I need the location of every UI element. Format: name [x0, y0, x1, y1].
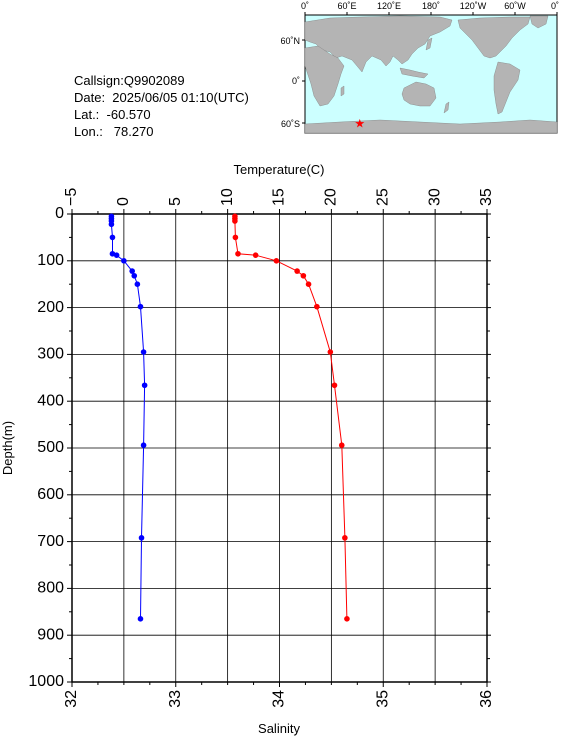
temperature-point — [300, 272, 307, 279]
salinity-point — [113, 252, 120, 258]
map-lat-label: 60˚S — [281, 119, 300, 129]
map-lon-label: 120˚W — [460, 1, 487, 11]
date-text: Date: 2025/06/05 01:10(UTC) — [74, 90, 249, 105]
salinity-point — [137, 616, 144, 622]
salinity-profile — [108, 213, 148, 622]
depth-tick-label: 600 — [37, 486, 64, 503]
salinity-point — [108, 213, 115, 220]
salinity-point — [108, 221, 115, 228]
salinity-tick-label: 36 — [478, 690, 495, 708]
temperature-axis-label: Temperature(C) — [233, 162, 324, 177]
depth-tick-label: 700 — [37, 533, 64, 550]
temperature-tick-label: 10 — [219, 188, 236, 206]
depth-tick-label: 300 — [37, 346, 64, 363]
depth-tick-label: 1000 — [28, 673, 64, 690]
depth-tick-label: 200 — [37, 299, 64, 316]
map-lon-label: 120˚E — [377, 1, 401, 11]
depth-tick-label: 400 — [37, 392, 64, 409]
callsign-text: Callsign:Q9902089 — [74, 73, 185, 88]
salinity-tick-label: 34 — [271, 690, 288, 708]
depth-ticks: 0 100 200 300 400 500 600 700 800 900 1000 — [28, 205, 491, 690]
temperature-tick-label: −5 — [63, 188, 80, 206]
temperature-point — [232, 213, 238, 220]
temperature-point — [305, 281, 312, 288]
temperature-line — [234, 216, 348, 619]
salinity-point — [140, 442, 147, 448]
temperature-point — [232, 218, 238, 224]
salinity-point — [140, 349, 147, 355]
salinity-point — [109, 250, 116, 257]
salinity-point — [131, 272, 138, 279]
chart-frame — [71, 213, 488, 683]
temperature-tick-label: 15 — [271, 188, 288, 206]
salinity-tick-label: 33 — [167, 690, 184, 708]
map-lon-labels: 0˚ 60˚E 120˚E 180˚ 120˚W 60˚W 0˚ — [301, 1, 559, 11]
temperature-point — [294, 268, 300, 274]
temperature-ticks: −5 0 5 10 15 20 25 30 35 — [63, 188, 495, 214]
map-land — [304, 15, 558, 134]
temperature-point — [338, 442, 345, 448]
map-lon-label: 60˚E — [337, 1, 356, 11]
temperature-point — [273, 258, 280, 264]
world-map: 0˚ 60˚E 120˚E 180˚ 120˚W 60˚W 0˚ 60˚N 0˚… — [280, 1, 559, 134]
chart-series — [108, 213, 350, 622]
depth-tick-label: 100 — [37, 252, 64, 269]
salinity-line — [110, 216, 146, 619]
salinity-axis-label: Salinity — [258, 721, 300, 736]
depth-tick-label: 0 — [55, 205, 64, 222]
temperature-point — [331, 382, 338, 389]
map-lon-label: 0˚ — [301, 1, 309, 11]
salinity-point — [138, 535, 145, 541]
map-lon-label: 180˚ — [422, 1, 440, 11]
temperature-tick-label: 20 — [323, 188, 340, 206]
temperature-point — [232, 215, 238, 222]
latitude-text: Lat.: -60.570 — [74, 107, 151, 122]
salinity-ticks: 32 33 34 35 36 — [63, 682, 495, 708]
depth-tick-label: 500 — [37, 439, 64, 456]
temperature-tick-label: 25 — [374, 188, 391, 206]
longitude-text: Lon.: 78.270 — [74, 124, 154, 139]
map-lat-labels: 60˚N 0˚ 60˚S — [280, 36, 300, 129]
temperature-point — [327, 349, 334, 355]
station-marker-icon: ★ — [354, 116, 365, 130]
salinity-tick-label: 32 — [63, 690, 80, 708]
salinity-point — [121, 258, 127, 264]
salinity-point — [108, 218, 115, 224]
salinity-point — [137, 303, 144, 310]
depth-axis-label: Depth(m) — [0, 421, 15, 475]
temperature-profile — [232, 213, 350, 622]
temperature-point — [314, 303, 320, 310]
temperature-point — [342, 535, 348, 541]
map-lon-label: 0˚ — [551, 1, 559, 11]
salinity-point — [109, 234, 116, 241]
temperature-tick-label: 30 — [426, 188, 443, 206]
temperature-tick-label: 35 — [478, 188, 495, 206]
salinity-point — [134, 281, 141, 288]
map-lat-label: 60˚N — [280, 36, 300, 46]
temperature-point — [235, 250, 241, 257]
plot-border — [71, 213, 488, 683]
chart-grid — [71, 213, 488, 683]
temperature-tick-label: 0 — [115, 197, 132, 206]
salinity-point — [129, 268, 135, 274]
depth-tick-label: 900 — [37, 626, 64, 643]
map-lat-label: 0˚ — [292, 76, 300, 86]
salinity-point — [108, 215, 115, 222]
map-ticks — [302, 12, 558, 124]
temperature-tick-label: 5 — [167, 197, 184, 206]
depth-tick-label: 800 — [37, 580, 64, 597]
salinity-tick-label: 35 — [374, 690, 391, 708]
temperature-point — [232, 234, 239, 241]
salinity-point — [141, 382, 148, 389]
station-info: Callsign:Q9902089 Date: 2025/06/05 01:10… — [74, 72, 249, 140]
temperature-point — [252, 252, 259, 258]
map-lon-label: 60˚W — [504, 1, 526, 11]
temperature-point — [344, 616, 350, 622]
